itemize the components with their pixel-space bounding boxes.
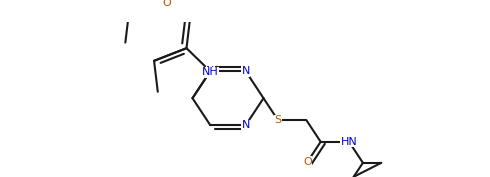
Text: O: O — [163, 0, 172, 8]
Text: O: O — [303, 157, 312, 167]
Text: S: S — [274, 115, 282, 125]
Text: NH: NH — [202, 67, 219, 77]
Text: N: N — [242, 120, 250, 130]
Text: N: N — [242, 66, 250, 76]
Text: HN: HN — [341, 137, 357, 147]
Text: N: N — [206, 66, 215, 76]
